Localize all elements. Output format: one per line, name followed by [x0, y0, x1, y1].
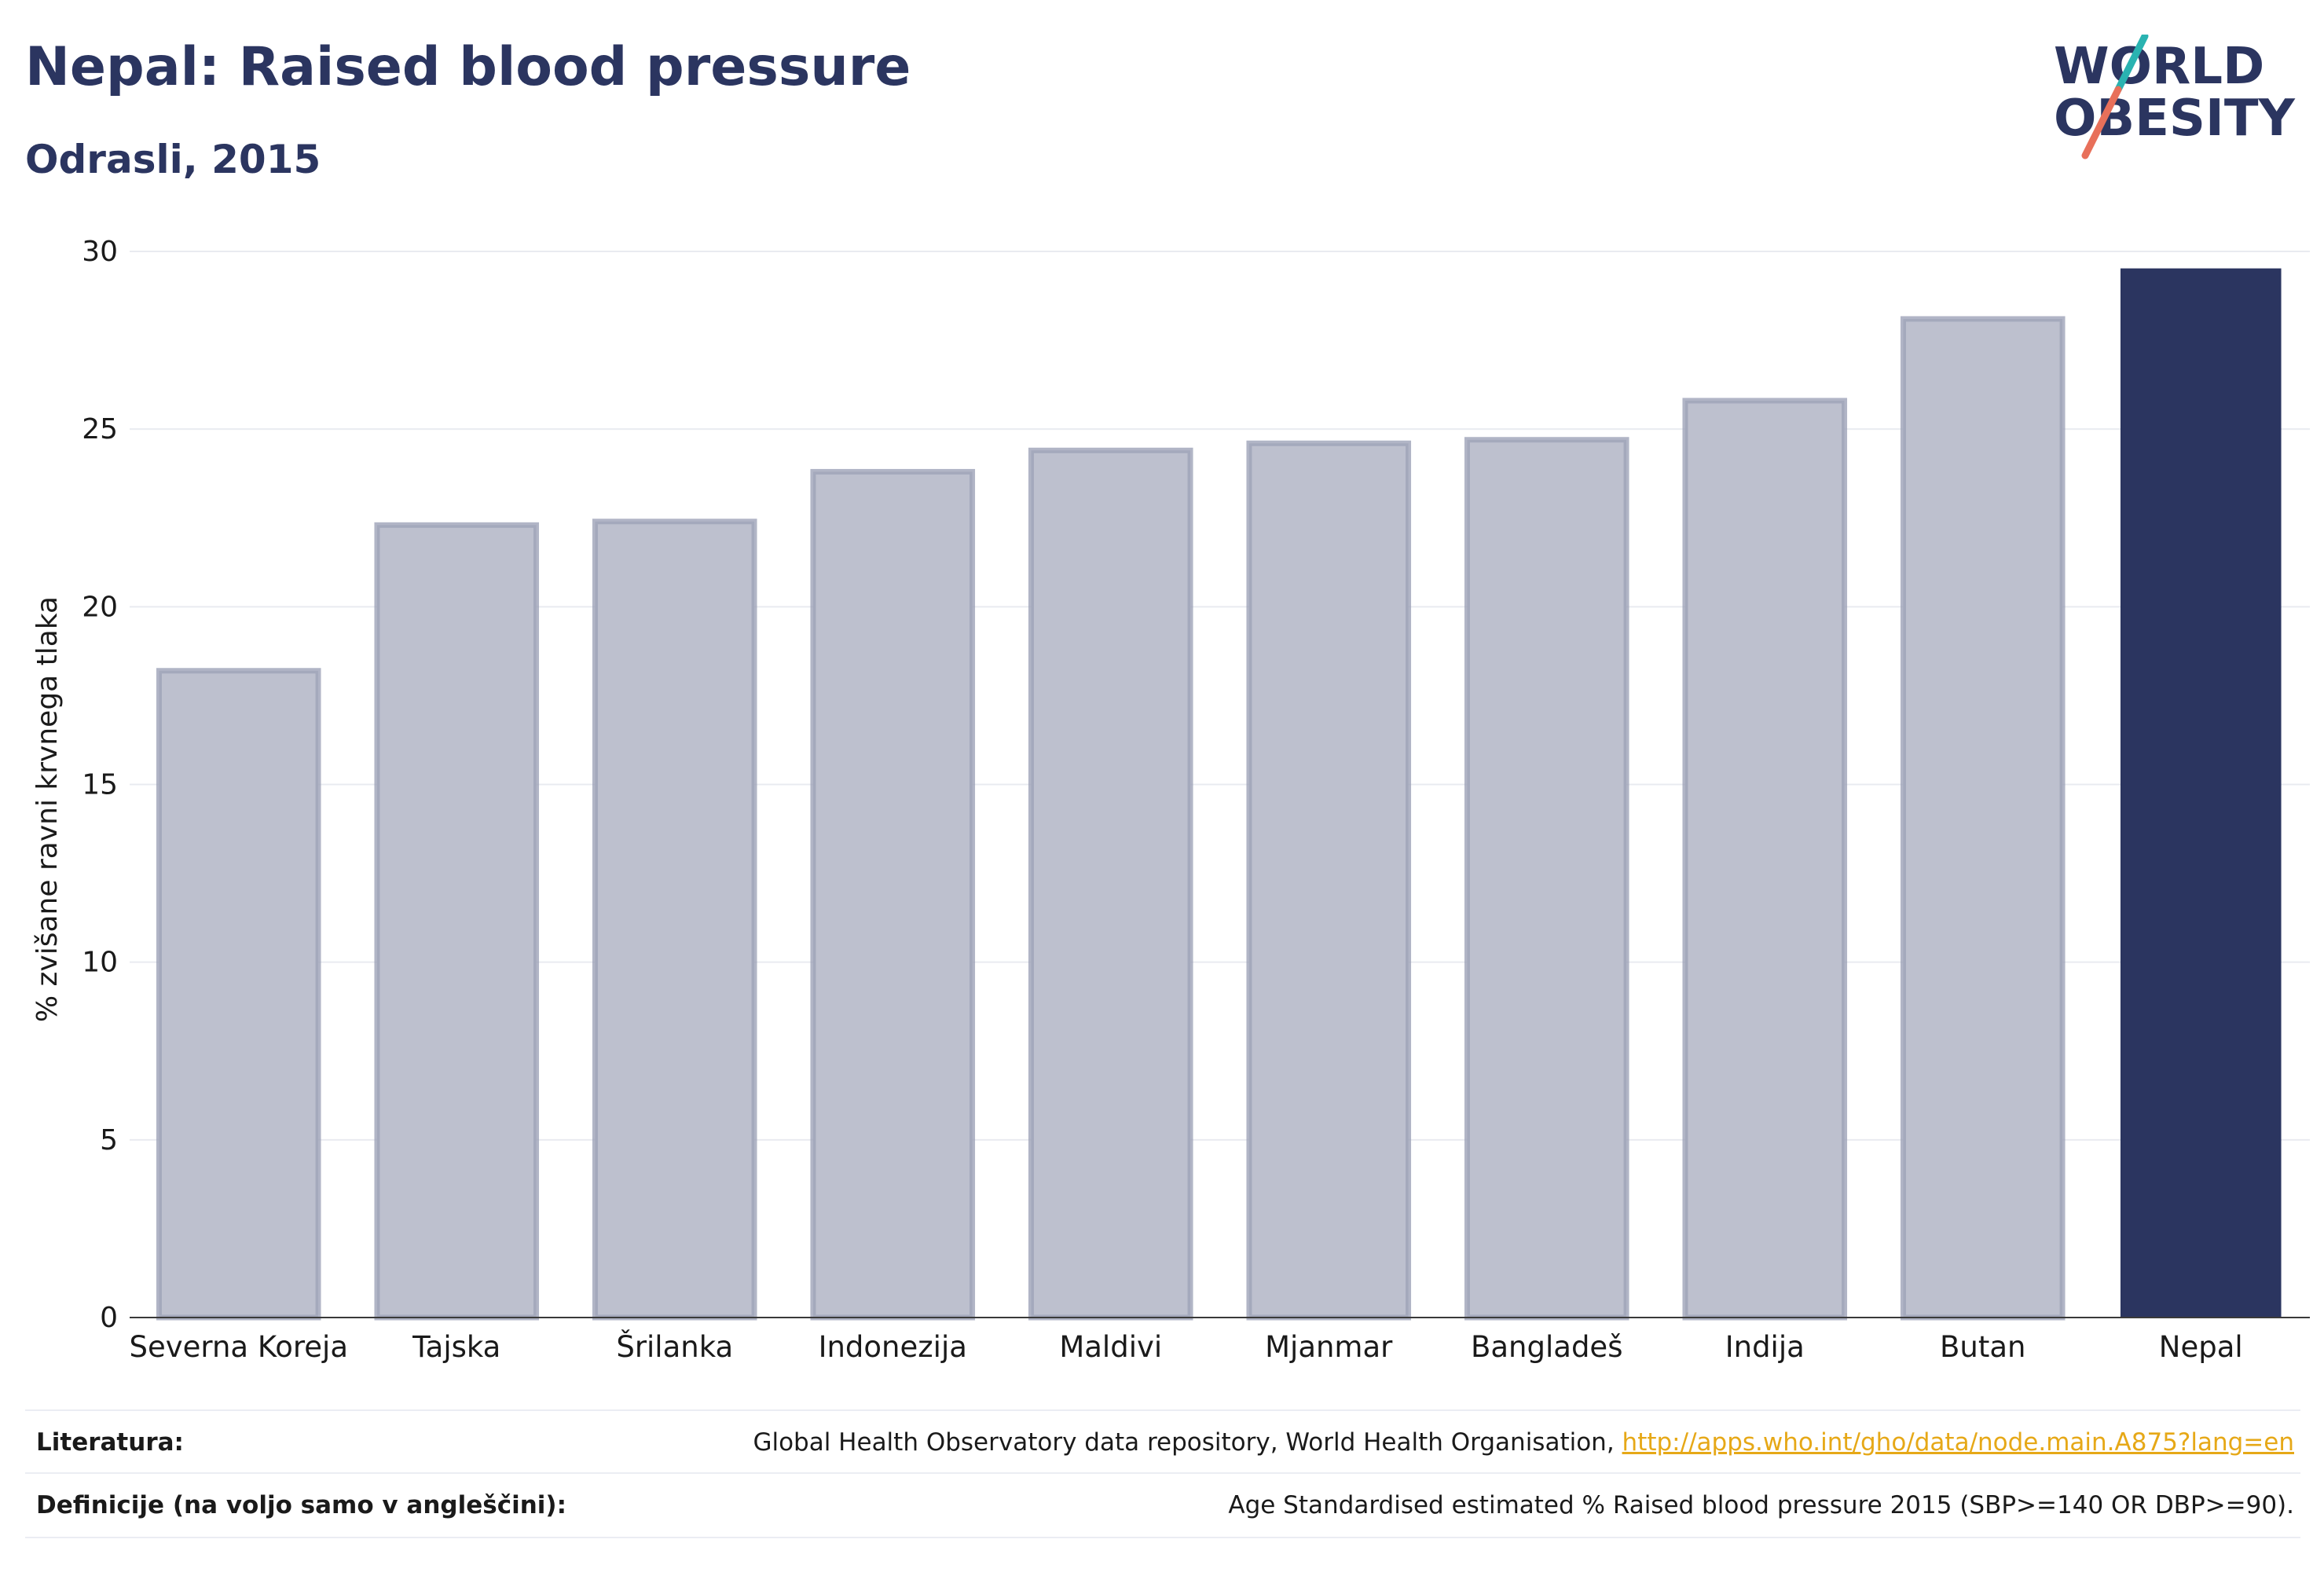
logo-slash-coral	[2081, 86, 2122, 159]
bar-tajska	[374, 522, 540, 1321]
axes: 0 5 10 15 20 25 30 Severna Koreja Tajska Šrilanka…	[82, 236, 2310, 1364]
x-tick-label: Maldivi	[1059, 1330, 1162, 1364]
references-text: Global Health Observatory data repositor…	[753, 1428, 1615, 1457]
x-tick-label: Tajska	[412, 1330, 500, 1364]
y-tick-label: 20	[82, 591, 118, 623]
y-tick-label: 5	[100, 1124, 118, 1156]
references-value: Global Health Observatory data repositor…	[753, 1428, 2300, 1457]
footer-references-row: Literatura: Global Health Observatory da…	[25, 1409, 2300, 1474]
bars	[156, 268, 2282, 1321]
y-tick-label: 15	[82, 769, 118, 801]
bar-bangladeš	[1464, 437, 1629, 1321]
y-tick-label: 10	[82, 947, 118, 979]
definitions-text: Age Standardised estimated % Raised bloo…	[1228, 1491, 2294, 1519]
bar-mjanmar	[1246, 440, 1412, 1321]
x-tick-label: Indonezija	[819, 1330, 967, 1364]
y-tick-label: 0	[100, 1302, 118, 1334]
x-tick-label: Butan	[1940, 1330, 2025, 1364]
x-tick-label: Bangladeš	[1471, 1330, 1622, 1364]
chart-title: Nepal: Raised blood pressure	[25, 36, 911, 98]
bar-indija	[1682, 398, 1848, 1321]
bar-nepal	[2120, 268, 2282, 1318]
chart-subtitle: Odrasli, 2015	[25, 137, 321, 182]
references-link[interactable]: http://apps.who.int/gho/data/node.main.A…	[1622, 1428, 2294, 1457]
world-obesity-logo: WORLD OBESITY	[2054, 35, 2295, 159]
bar-butan	[1900, 316, 2066, 1321]
y-tick-label: 30	[82, 236, 118, 268]
x-tick-label: Mjanmar	[1265, 1330, 1393, 1364]
references-label: Literatura:	[36, 1428, 184, 1457]
y-axis-label: % zvišane ravni krvnega tlaka	[31, 596, 64, 1022]
bar-maldivi	[1028, 447, 1193, 1321]
logo-line1: WORLD	[2054, 38, 2264, 96]
x-tick-label: Indija	[1725, 1330, 1805, 1364]
bar-severna-koreja	[156, 668, 321, 1321]
x-tick-label: Severna Koreja	[129, 1330, 348, 1364]
bar-šrilanka	[592, 519, 757, 1321]
x-tick-label: Šrilanka	[616, 1329, 733, 1364]
x-tick-label: Nepal	[2159, 1330, 2243, 1364]
definitions-label: Definicije (na voljo samo v angleščini):	[36, 1491, 566, 1519]
bar-chart: 0 5 10 15 20 25 30 Severna Koreja Tajska Šrilanka…	[31, 236, 2310, 1364]
logo-slash-teal	[2114, 35, 2149, 93]
bar-indonezija	[810, 468, 976, 1321]
y-tick-label: 25	[82, 413, 118, 445]
footer-definitions-row: Definicije (na voljo samo v angleščini):…	[25, 1472, 2300, 1538]
